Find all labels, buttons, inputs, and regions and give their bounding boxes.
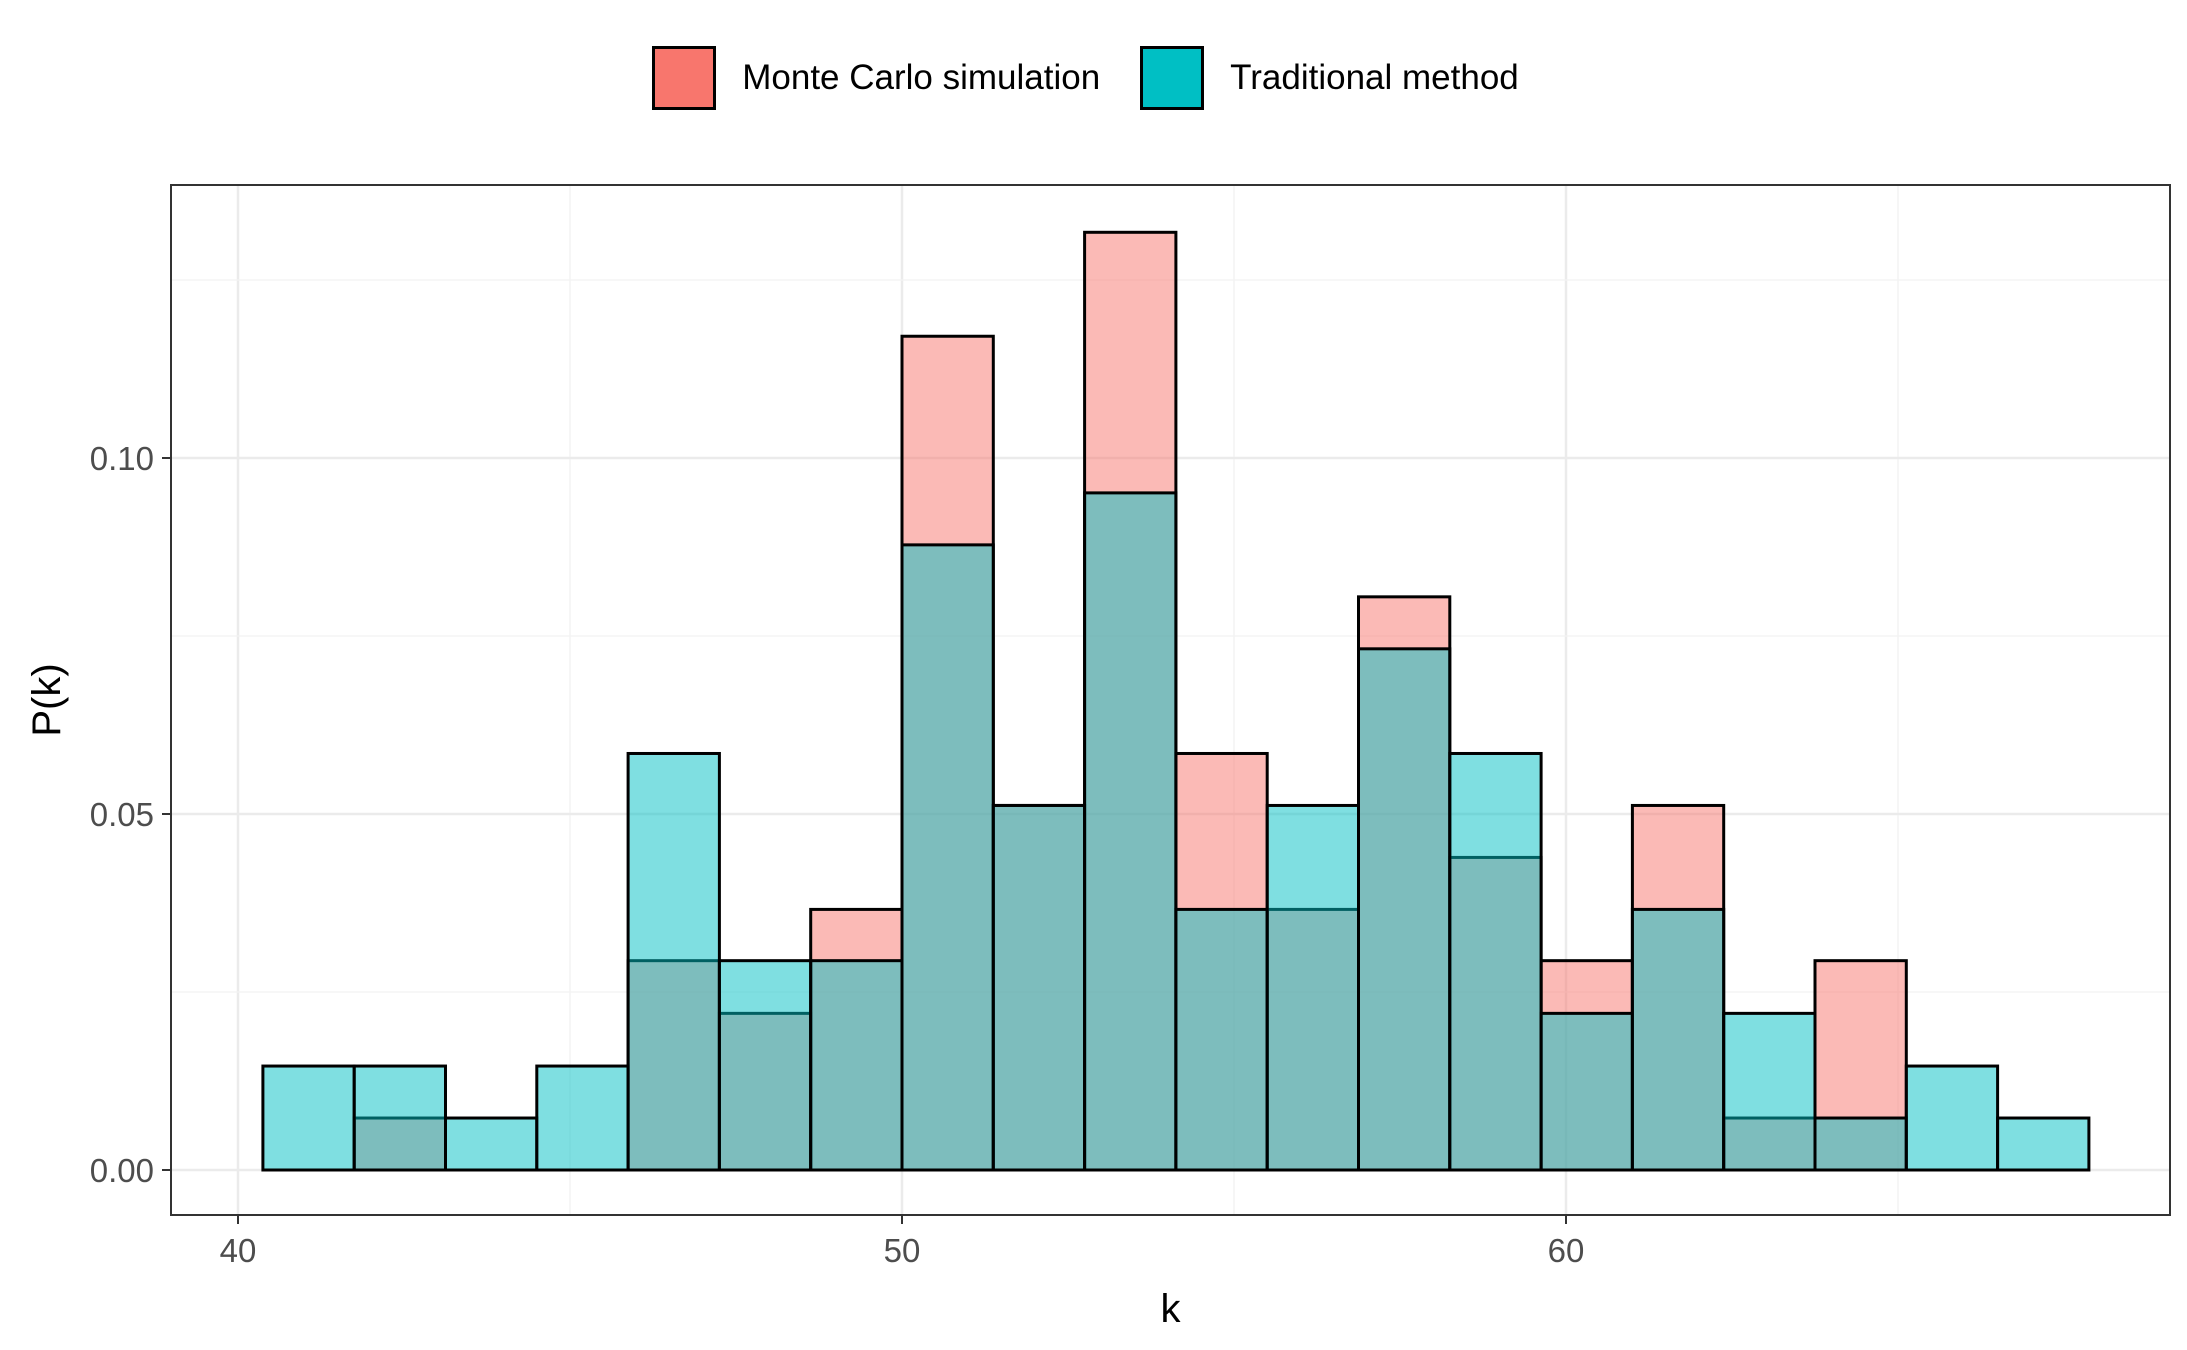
bar-traditional-8 [991,803,1087,1172]
y-tick-label: 0.00 [90,1152,154,1189]
bar-traditional-13 [1448,751,1543,1172]
bar-traditional-18 [1904,1064,2000,1172]
bar-traditional-4 [626,751,721,1172]
y-axis-title: P(k) [25,663,69,736]
bar-traditional-7 [900,543,995,1172]
x-tick-label: 50 [884,1232,921,1269]
bar-traditional-5 [717,959,813,1172]
bar-traditional-0 [261,1064,356,1172]
legend-item-monte-carlo: Monte Carlo simulation [652,46,1116,110]
legend-key-traditional [1140,46,1205,110]
bar-traditional-19 [1996,1116,2091,1172]
legend-label-monte-carlo: Monte Carlo simulation [742,58,1101,97]
bar-traditional-6 [809,959,904,1172]
bar-traditional-15 [1630,907,1726,1172]
bar-traditional-10 [1174,907,1269,1172]
bar-traditional-2 [444,1116,539,1172]
x-tick-label: 60 [1548,1232,1585,1269]
panel-border [170,184,2171,1216]
legend: Monte Carlo simulation Traditional metho… [0,46,2187,110]
legend-item-traditional: Traditional method [1140,46,1535,110]
x-axis-title: k [1161,1287,1182,1331]
bars-layer [261,230,2091,1172]
bar-traditional-9 [1083,491,1178,1172]
bar-traditional-14 [1539,1011,1634,1172]
bar-traditional-16 [1722,1011,1817,1172]
legend-key-monte-carlo [652,46,717,110]
y-tick-label: 0.05 [90,796,154,833]
bar-traditional-12 [1357,647,1452,1172]
bar-traditional-11 [1265,803,1360,1172]
bar-traditional-3 [535,1064,630,1172]
x-tick-label: 40 [220,1232,257,1269]
legend-label-traditional: Traditional method [1230,58,1519,97]
bar-traditional-1 [352,1064,448,1172]
y-tick-label: 0.10 [90,440,154,477]
bar-traditional-17 [1813,1116,1908,1172]
axes-layer: 40 50 60 0.00 0.05 0.10 [90,440,1585,1269]
